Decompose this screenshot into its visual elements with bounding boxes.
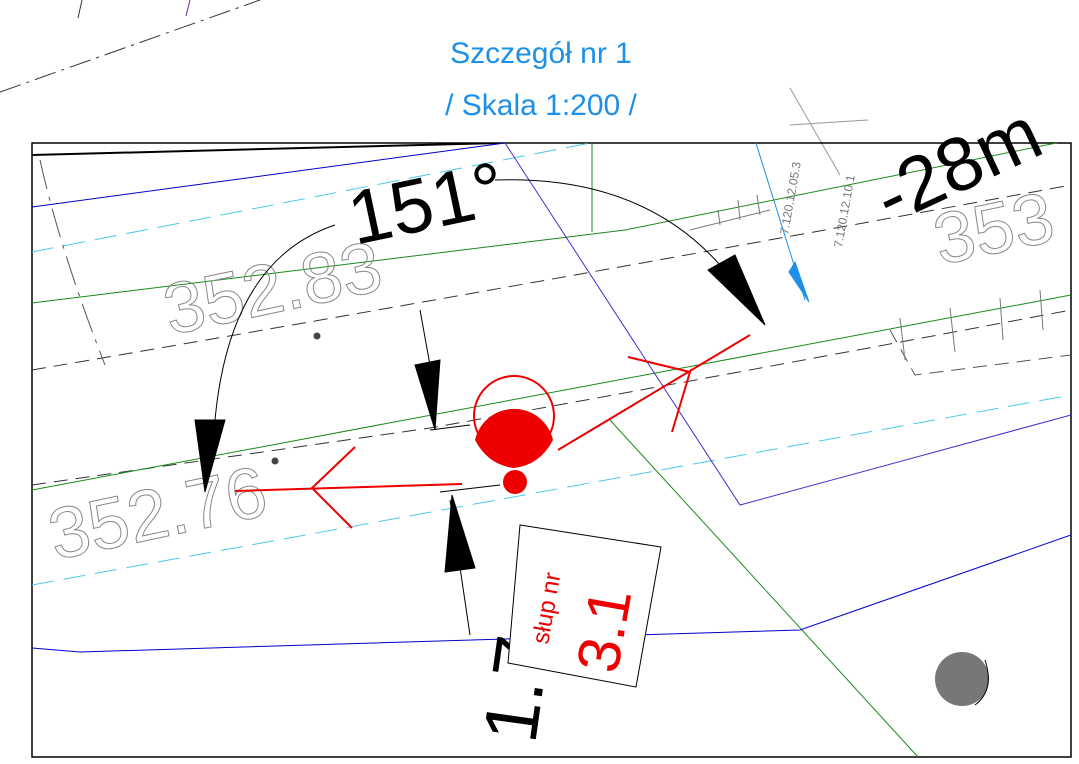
elevation-label: 352.83 [157,227,389,351]
pole-number: 3.1 [564,583,644,677]
pole-symbol [474,376,554,494]
leader [790,120,868,125]
code-label: 7.120.12.10.1 [831,173,858,248]
leader [790,88,840,175]
title-line: / Skala 1:200 / [445,89,637,122]
grey-marker [935,652,989,706]
angle-label: 151° [341,146,512,262]
title-line: Szczegół nr 1 [450,37,632,70]
outside-fragment [0,0,260,92]
drawing: Szczegół nr 1 / Skala 1:200 / 352.83 352… [0,0,1079,764]
elevation-label: 352.76 [42,452,274,576]
